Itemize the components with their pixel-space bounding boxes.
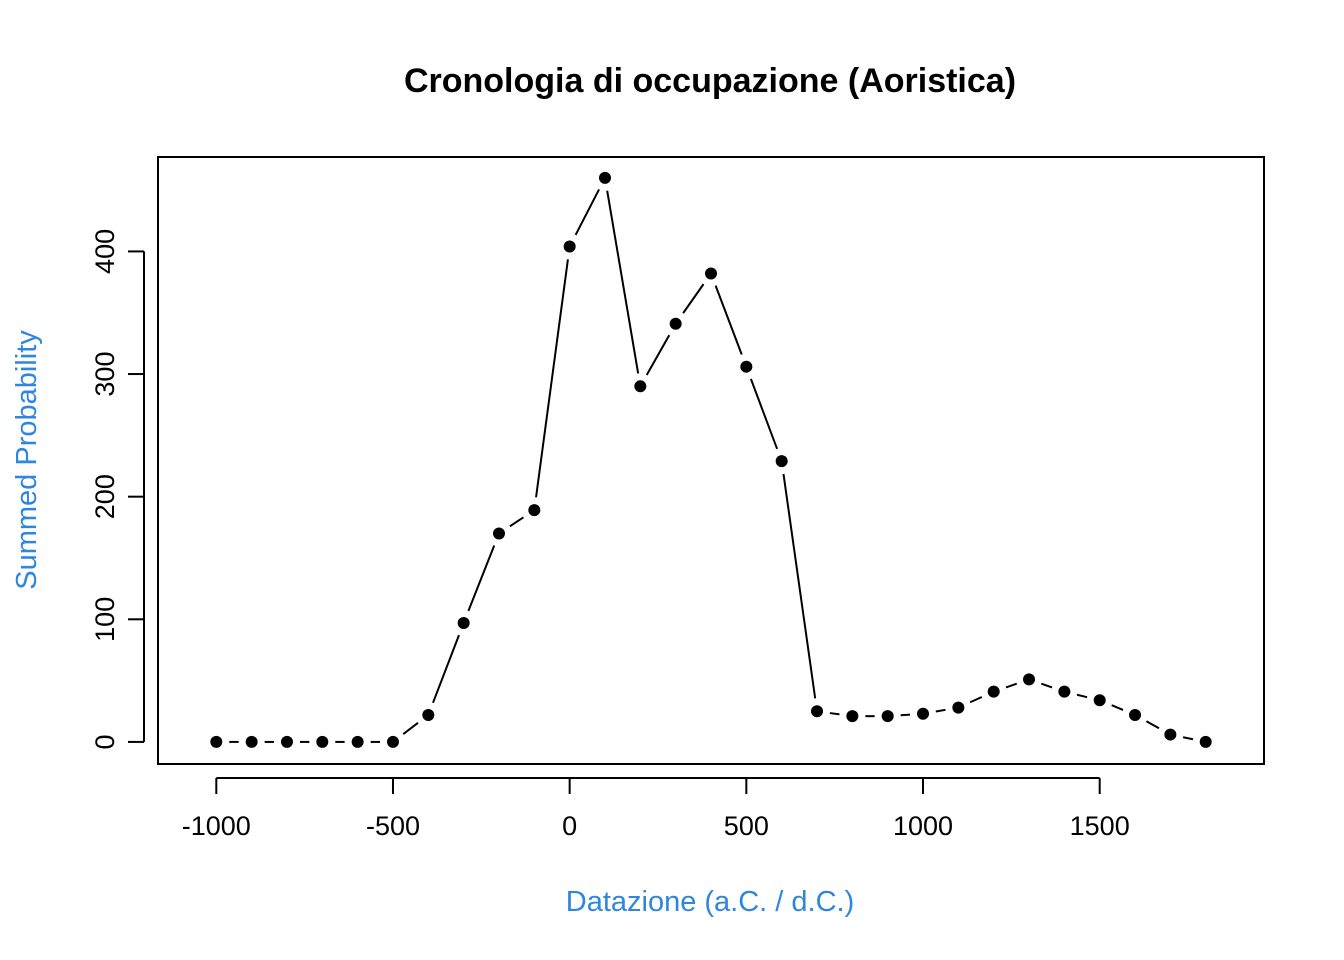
data-point — [245, 735, 258, 748]
series-segment — [1076, 693, 1088, 699]
x-tick-label: 1500 — [1070, 811, 1130, 841]
series-points — [210, 171, 1212, 748]
series-segment — [509, 516, 525, 528]
data-point — [280, 735, 293, 748]
series-segment — [535, 259, 569, 498]
x-axis: -1000 -500 0 500 1000 1500 — [182, 777, 1130, 841]
y-axis: 0 100 200 300 400 — [90, 229, 145, 749]
series-segment — [682, 283, 705, 314]
data-point — [917, 707, 930, 720]
data-point — [1093, 694, 1106, 707]
x-tick-label: 0 — [562, 811, 577, 841]
data-point — [422, 708, 435, 721]
series-segment — [782, 473, 817, 699]
series-segment — [645, 334, 671, 376]
data-point — [563, 240, 576, 253]
x-tick-label: 500 — [724, 811, 769, 841]
series-segment — [749, 378, 779, 450]
data-point — [528, 504, 541, 517]
data-point — [598, 171, 611, 184]
plot-frame — [157, 156, 1265, 765]
data-point — [987, 685, 1000, 698]
x-tick-label: 1000 — [893, 811, 953, 841]
series-segment — [1111, 704, 1124, 711]
series-segment — [467, 545, 496, 612]
data-point — [846, 710, 859, 723]
data-point — [952, 701, 965, 714]
data-point — [210, 735, 223, 748]
data-point — [881, 710, 894, 723]
series-segment — [432, 634, 460, 704]
series-segment — [1005, 682, 1018, 689]
data-point — [316, 735, 329, 748]
data-point — [1023, 673, 1036, 686]
y-tick-label: 0 — [90, 734, 120, 749]
y-tick-label: 200 — [90, 474, 120, 519]
series-segment — [402, 722, 419, 735]
chart-title: Cronologia di occupazione (Aoristica) — [404, 62, 1016, 100]
x-tick-label: -500 — [366, 811, 420, 841]
data-point — [775, 455, 788, 468]
y-tick-label: 100 — [90, 597, 120, 642]
series-segment — [829, 712, 840, 716]
series-segment — [969, 696, 983, 704]
series-segment — [606, 190, 640, 374]
data-point — [351, 735, 364, 748]
series-segment — [574, 188, 600, 236]
data-point — [705, 267, 717, 280]
data-point — [457, 616, 470, 629]
data-point — [1058, 685, 1071, 698]
y-tick-label: 400 — [90, 229, 120, 274]
data-point — [1199, 735, 1212, 748]
data-point — [1129, 708, 1142, 721]
series-segment — [935, 708, 946, 713]
series-segment — [900, 713, 911, 717]
series-line — [229, 188, 1194, 743]
series-segment — [1182, 736, 1194, 741]
data-point — [811, 705, 824, 718]
data-point — [492, 527, 505, 540]
y-tick-label: 300 — [90, 352, 120, 397]
data-point — [740, 360, 753, 373]
series-segment — [714, 285, 743, 355]
data-point — [1164, 728, 1177, 741]
y-axis-label: Summed Probability — [11, 330, 43, 590]
series-segment — [1040, 682, 1053, 689]
series-segment — [1145, 720, 1160, 730]
data-point — [386, 735, 399, 748]
data-point — [634, 380, 647, 393]
data-point — [669, 317, 682, 330]
x-axis-label: Datazione (a.C. / d.C.) — [566, 886, 855, 918]
x-tick-label: -1000 — [182, 811, 251, 841]
